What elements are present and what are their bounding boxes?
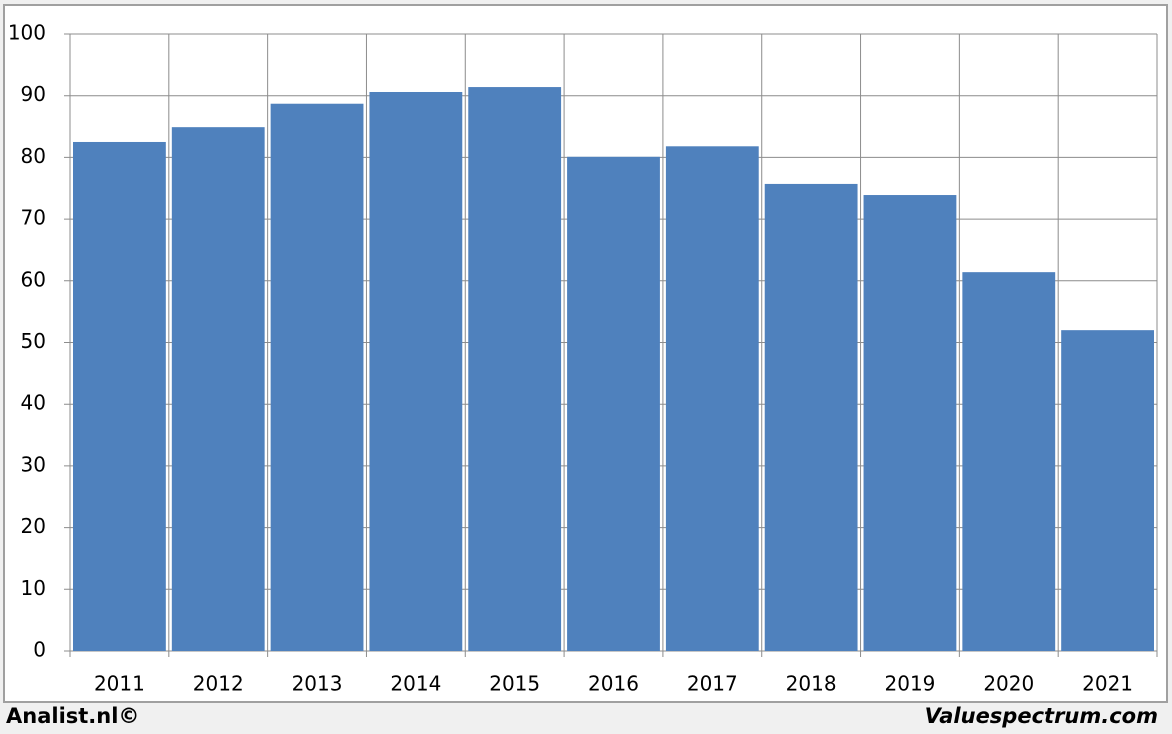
bar [1061,330,1154,651]
y-tick-label: 80 [21,144,46,168]
y-tick-label: 70 [21,206,46,230]
y-tick-label: 100 [8,21,46,45]
bar [270,103,364,651]
y-tick-label: 50 [21,329,46,353]
y-tick-label: 40 [21,391,46,415]
x-tick-label: 2012 [193,672,244,696]
y-tick-label: 10 [21,576,46,600]
y-tick-label: 90 [21,82,46,106]
bar [962,272,1056,651]
y-tick-label: 60 [21,267,46,291]
y-tick-label: 0 [33,638,46,662]
bar [369,91,463,652]
source-label: Analist.nl© [6,704,139,728]
brand-label: Valuespectrum.com [925,704,1158,728]
x-tick-label: 2016 [588,672,639,696]
bar [863,195,957,652]
x-tick-label: 2015 [489,672,540,696]
x-tick-label: 2019 [885,672,936,696]
x-tick-label: 2011 [94,672,145,696]
y-tick-label: 30 [21,452,46,476]
x-tick-label: 2018 [786,672,837,696]
x-tick-label: 2020 [983,672,1034,696]
bar [665,146,759,651]
bar [567,156,660,651]
bar [764,183,858,651]
bar [171,127,265,652]
x-tick-label: 2021 [1082,672,1133,696]
y-tick-label: 20 [21,514,46,538]
x-tick-label: 2014 [390,672,441,696]
x-tick-label: 2013 [292,672,343,696]
x-tick-label: 2017 [687,672,738,696]
bar [468,87,562,651]
bar [73,141,166,651]
